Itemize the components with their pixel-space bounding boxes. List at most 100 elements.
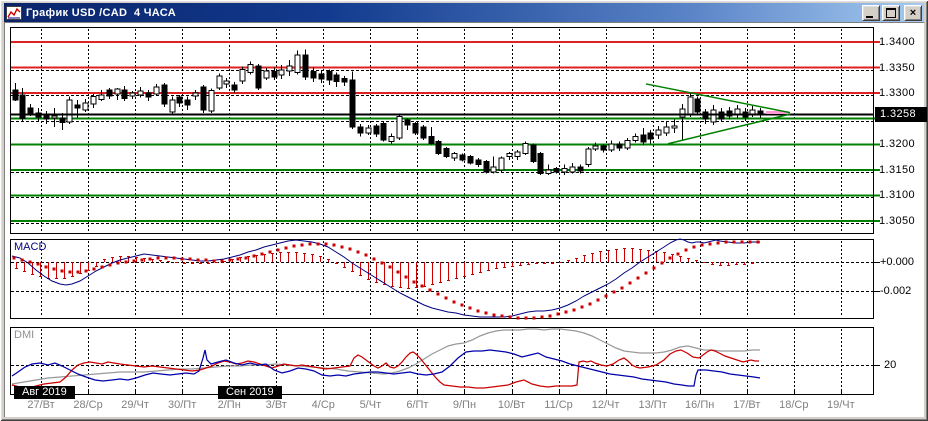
candle-bearish <box>600 145 607 151</box>
title-bar[interactable]: График USD /CAD 4 ЧАСА × <box>4 3 924 22</box>
candle-bullish <box>451 152 458 159</box>
candle-bearish <box>121 89 128 99</box>
macd-line <box>11 238 760 318</box>
candle-bullish <box>498 157 505 171</box>
candle-bullish <box>522 142 529 154</box>
close-button[interactable]: × <box>904 4 922 21</box>
candle-bearish <box>702 111 709 120</box>
candle-bullish <box>286 65 293 72</box>
candle-bearish <box>341 77 348 83</box>
candle-bullish <box>396 116 403 139</box>
candle-bullish <box>663 126 670 134</box>
candle-bullish <box>294 54 301 74</box>
minimize-button[interactable] <box>862 4 880 21</box>
candle-bullish <box>278 69 285 76</box>
candle-bullish <box>114 88 121 95</box>
candle-bullish <box>632 136 639 142</box>
candle-bearish <box>420 126 427 139</box>
candle-bullish <box>585 148 592 166</box>
candle-bearish <box>349 79 356 128</box>
dmi-minus-di-line <box>11 349 759 389</box>
candle-bullish <box>98 94 105 100</box>
candle-bearish <box>74 104 81 109</box>
candle-bearish <box>577 166 584 172</box>
candle-bullish <box>569 166 576 173</box>
candle-bearish <box>459 154 466 161</box>
candle-bearish <box>553 167 560 173</box>
candle-bullish <box>216 75 223 89</box>
candle-bearish <box>106 89 113 97</box>
candle-bearish <box>435 141 442 154</box>
candle-bearish <box>616 143 623 149</box>
candle-bullish <box>671 125 678 129</box>
close-icon: × <box>909 6 917 19</box>
candle-bearish <box>443 147 450 158</box>
candle-bearish <box>333 74 340 82</box>
candle-bullish <box>223 80 230 85</box>
maximize-button[interactable] <box>882 4 900 21</box>
price-panel-bg <box>10 27 874 234</box>
candle-bullish <box>82 102 89 111</box>
candle-bearish <box>380 122 387 141</box>
candle-bearish <box>200 86 207 111</box>
candle-bearish <box>357 126 364 134</box>
candle-bullish <box>545 169 552 174</box>
candle-bullish <box>365 127 372 134</box>
candle-bearish <box>43 114 50 120</box>
candle-bullish <box>137 90 144 96</box>
maximize-icon <box>886 7 896 18</box>
candle-bearish <box>404 119 411 126</box>
candle-bullish <box>655 129 662 136</box>
candle-bullish <box>490 166 497 173</box>
chart-icon <box>6 5 22 20</box>
candle-bullish <box>388 136 395 143</box>
candle-bullish <box>239 69 246 82</box>
candle-bearish <box>302 54 309 78</box>
candle-bearish <box>694 98 701 113</box>
candle-bearish <box>537 152 544 174</box>
candle-bullish <box>687 96 694 116</box>
candle-bearish <box>647 132 654 140</box>
candle-bearish <box>12 89 19 101</box>
candle-bearish <box>255 65 262 89</box>
candle-bearish <box>718 111 725 120</box>
candle-bearish <box>161 84 168 105</box>
candle-bullish <box>90 96 97 105</box>
candle-bearish <box>475 159 482 166</box>
dmi-panel-bg <box>10 327 874 395</box>
candle-bullish <box>749 109 756 115</box>
candle-bearish <box>145 92 152 98</box>
candles <box>12 49 764 175</box>
candle-bullish <box>679 108 686 118</box>
candle-bearish <box>19 94 26 120</box>
candle-bullish <box>66 99 73 123</box>
candle-bearish <box>271 71 278 78</box>
candle-bearish <box>467 156 474 164</box>
dmi-adx-line <box>11 328 760 385</box>
candle-bullish <box>208 90 215 112</box>
minimize-icon <box>866 15 873 18</box>
candle-bearish <box>318 73 325 80</box>
candle-bearish <box>530 144 537 163</box>
upper-trendline <box>645 83 791 114</box>
candle-bearish <box>428 136 435 144</box>
candle-bearish <box>326 71 333 81</box>
candle-bearish <box>483 161 490 173</box>
candle-bullish <box>129 92 136 97</box>
candle-bullish <box>192 92 199 97</box>
candle-bearish <box>231 84 238 91</box>
candle-bearish <box>59 117 66 123</box>
candle-bullish <box>51 115 58 119</box>
window-title: График USD /CAD 4 ЧАСА <box>26 6 176 19</box>
candle-bullish <box>624 140 631 149</box>
candle-bullish <box>514 151 521 158</box>
candle-bearish <box>310 71 317 79</box>
candle-bullish <box>153 86 160 95</box>
candle-bullish <box>608 143 615 151</box>
candle-bullish <box>263 70 270 79</box>
candle-bearish <box>373 125 380 135</box>
candle-bullish <box>710 109 717 123</box>
candle-bearish <box>176 96 183 104</box>
candle-bearish <box>726 110 733 117</box>
